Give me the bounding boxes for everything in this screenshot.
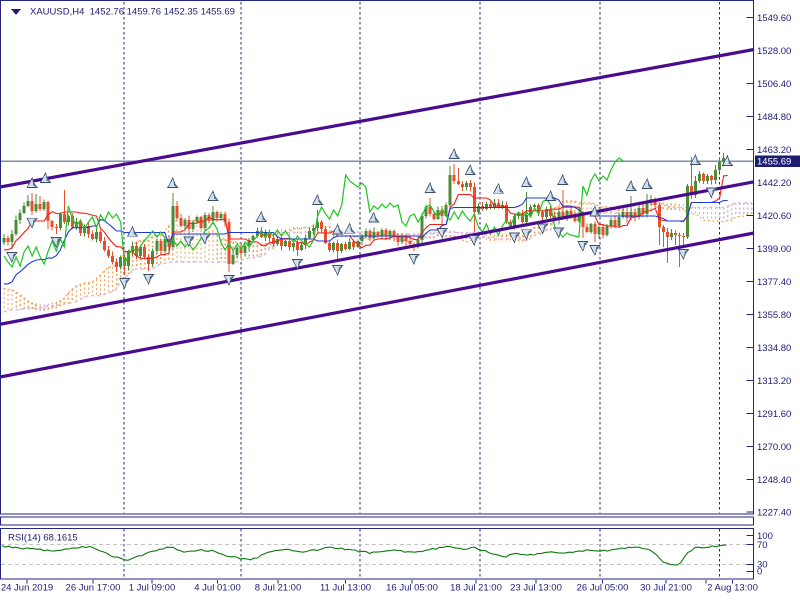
svg-text:4 Jul 01:00: 4 Jul 01:00 bbox=[194, 583, 240, 594]
svg-text:1355.80: 1355.80 bbox=[757, 310, 791, 321]
svg-text:1528.00: 1528.00 bbox=[757, 46, 791, 57]
svg-text:1 Jul 09:00: 1 Jul 09:00 bbox=[129, 583, 175, 594]
svg-text:1484.80: 1484.80 bbox=[757, 112, 791, 123]
svg-text:16 Jul 05:00: 16 Jul 05:00 bbox=[386, 583, 438, 594]
svg-text:1291.60: 1291.60 bbox=[757, 409, 791, 420]
svg-text:1455.69: 1455.69 bbox=[757, 157, 791, 168]
svg-text:2 Aug 13:00: 2 Aug 13:00 bbox=[707, 583, 758, 594]
svg-text:1420.60: 1420.60 bbox=[757, 211, 791, 222]
svg-text:18 Jul 21:00: 18 Jul 21:00 bbox=[450, 583, 502, 594]
svg-text:11 Jul 13:00: 11 Jul 13:00 bbox=[320, 583, 371, 594]
svg-text:24 Jun 2019: 24 Jun 2019 bbox=[1, 583, 53, 594]
svg-text:26 Jun 17:00: 26 Jun 17:00 bbox=[66, 583, 121, 594]
svg-text:70: 70 bbox=[757, 540, 768, 551]
svg-text:30 Jul 21:00: 30 Jul 21:00 bbox=[640, 583, 692, 594]
svg-text:1377.40: 1377.40 bbox=[757, 277, 791, 288]
svg-text:26 Jul 05:00: 26 Jul 05:00 bbox=[577, 583, 629, 594]
svg-text:1248.40: 1248.40 bbox=[757, 475, 791, 486]
svg-text:XAUUSD,H4 1452.76 1459.76 145: XAUUSD,H4 1452.76 1459.76 1452.35 1455.6… bbox=[30, 7, 235, 18]
svg-text:1442.20: 1442.20 bbox=[757, 178, 791, 189]
svg-text:1227.40: 1227.40 bbox=[757, 508, 791, 519]
svg-text:1399.00: 1399.00 bbox=[757, 244, 791, 255]
svg-text:1270.00: 1270.00 bbox=[757, 442, 791, 453]
svg-text:100: 100 bbox=[757, 531, 773, 542]
svg-text:1334.80: 1334.80 bbox=[757, 343, 791, 354]
svg-text:30: 30 bbox=[757, 560, 768, 571]
svg-text:1549.60: 1549.60 bbox=[757, 13, 791, 24]
svg-text:1463.20: 1463.20 bbox=[757, 145, 791, 156]
svg-text:8 Jul 21:00: 8 Jul 21:00 bbox=[255, 583, 301, 594]
svg-text:1313.20: 1313.20 bbox=[757, 376, 791, 387]
svg-text:RSI(14) 68.1615: RSI(14) 68.1615 bbox=[8, 533, 78, 544]
svg-text:23 Jul 13:00: 23 Jul 13:00 bbox=[510, 583, 562, 594]
svg-text:1506.40: 1506.40 bbox=[757, 79, 791, 90]
svg-text:0: 0 bbox=[757, 567, 762, 578]
